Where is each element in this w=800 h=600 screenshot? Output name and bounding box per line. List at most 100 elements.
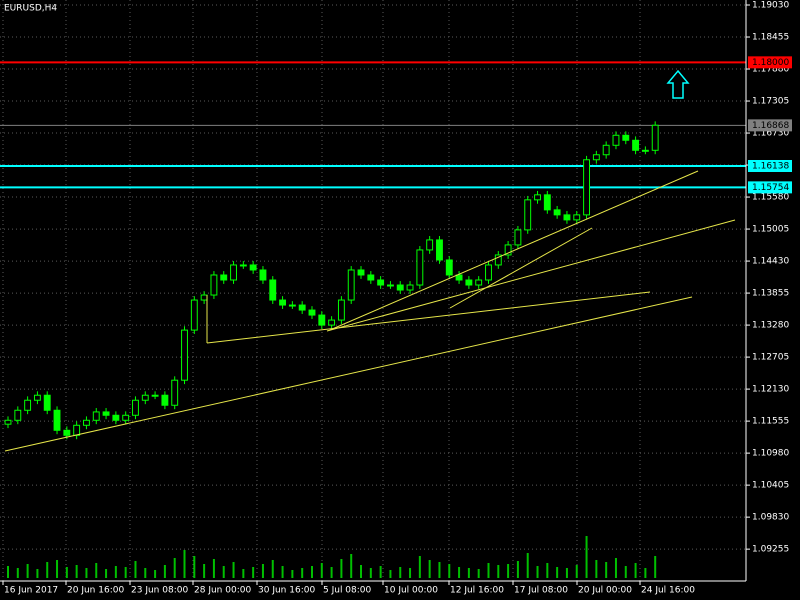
y-tick-label: 1.10980 xyxy=(752,449,789,459)
candle-body xyxy=(406,284,414,291)
candle-body xyxy=(455,274,463,281)
candle-body xyxy=(200,294,208,301)
candle-body xyxy=(288,304,296,307)
level-label-box xyxy=(748,119,792,132)
candle-body xyxy=(612,134,620,146)
y-tick-label: 1.17305 xyxy=(752,97,789,107)
candle-body xyxy=(259,269,267,281)
x-tick-label: 16 Jun 2017 xyxy=(4,586,58,596)
x-tick-label: 10 Jul 00:00 xyxy=(384,586,438,596)
y-tick-label: 1.14430 xyxy=(752,257,789,267)
candle-body xyxy=(337,299,345,321)
candle-body xyxy=(279,299,287,306)
candle-body xyxy=(504,244,512,256)
candle-body xyxy=(92,411,100,421)
x-tick-label: 12 Jul 16:00 xyxy=(450,586,504,596)
candle-body xyxy=(210,274,218,296)
x-tick-label: 28 Jun 00:00 xyxy=(194,586,251,596)
x-tick-label: 20 Jun 16:00 xyxy=(67,586,124,596)
y-tick-label: 1.09830 xyxy=(752,513,789,523)
candle-body xyxy=(543,194,551,211)
level-label: 1.16868 xyxy=(752,121,789,131)
candle-body xyxy=(641,149,649,152)
chart-title: EURUSD,H4 xyxy=(4,4,57,14)
candle-body xyxy=(573,214,581,221)
candle-body xyxy=(63,429,71,436)
candle-body xyxy=(171,379,179,406)
x-tick-label: 17 Jul 08:00 xyxy=(514,586,568,596)
candle-body xyxy=(651,124,659,151)
candle-body xyxy=(328,319,336,326)
level-label: 1.16138 xyxy=(752,161,789,171)
candle-body xyxy=(43,394,51,411)
candle-body xyxy=(190,299,198,331)
candle-body xyxy=(83,419,90,426)
candle-body xyxy=(239,264,247,267)
candle-body xyxy=(377,279,385,286)
trendline xyxy=(329,170,699,331)
y-tick-label: 1.15580 xyxy=(752,193,789,203)
level-label: 1.18000 xyxy=(752,58,789,68)
y-tick-label: 1.19030 xyxy=(752,1,789,11)
y-tick-label: 1.12130 xyxy=(752,385,789,395)
x-tick-label: 30 Jun 16:00 xyxy=(258,586,315,596)
trendline xyxy=(326,219,736,332)
candle-body xyxy=(583,159,590,216)
y-tick-label: 1.13280 xyxy=(752,321,789,331)
level-label: 1.15754 xyxy=(752,183,789,193)
candle-body xyxy=(485,264,492,281)
candle-body xyxy=(151,394,159,397)
candle-body xyxy=(632,139,640,151)
candle-body xyxy=(181,329,188,381)
trendline xyxy=(4,296,693,452)
x-tick-label: 24 Jul 16:00 xyxy=(641,586,695,596)
candle-body xyxy=(161,394,169,406)
candle-body xyxy=(367,274,375,281)
candle-body xyxy=(112,414,120,421)
trendline xyxy=(206,291,651,344)
candle-body xyxy=(563,214,571,221)
candle-body xyxy=(514,229,522,246)
candle-body xyxy=(357,269,365,276)
x-tick-label: 23 Jun 08:00 xyxy=(131,586,188,596)
candle-body xyxy=(73,424,81,436)
trendlines xyxy=(4,170,736,452)
candle-body xyxy=(298,304,306,311)
candle-body xyxy=(102,411,110,416)
candle-body xyxy=(347,269,355,301)
candle-body xyxy=(308,309,316,316)
candle-body xyxy=(4,419,12,425)
level-label-box xyxy=(748,181,792,194)
candle-body xyxy=(445,259,453,276)
level-label-box xyxy=(748,159,792,172)
candle-body xyxy=(122,414,130,421)
up-arrow xyxy=(666,69,690,99)
y-tick-label: 1.10405 xyxy=(752,481,789,491)
candle-body xyxy=(386,284,394,287)
y-tick-label: 1.13855 xyxy=(752,289,789,299)
candle-body xyxy=(475,279,483,286)
candle-body xyxy=(33,394,41,401)
candle-body xyxy=(396,284,404,291)
y-tick-label: 1.17880 xyxy=(752,65,789,75)
candle-body xyxy=(269,279,277,301)
candle-body xyxy=(230,264,237,281)
y-tick-label: 1.16730 xyxy=(752,129,789,139)
y-tick-label: 1.11555 xyxy=(752,417,789,427)
level-label-box xyxy=(748,56,792,69)
candle-body xyxy=(249,264,257,271)
candle-body xyxy=(602,144,610,156)
candle-body xyxy=(53,409,61,431)
candle-body xyxy=(141,394,149,401)
candle-body xyxy=(318,314,326,326)
candle-body xyxy=(220,274,228,281)
candle-body xyxy=(14,409,22,421)
y-tick-label: 1.15005 xyxy=(752,225,789,235)
candle-body xyxy=(592,154,600,161)
candle-body xyxy=(416,249,424,286)
y-tick-label: 1.18455 xyxy=(752,33,789,43)
trendline xyxy=(449,227,593,309)
candle-body xyxy=(436,239,443,261)
